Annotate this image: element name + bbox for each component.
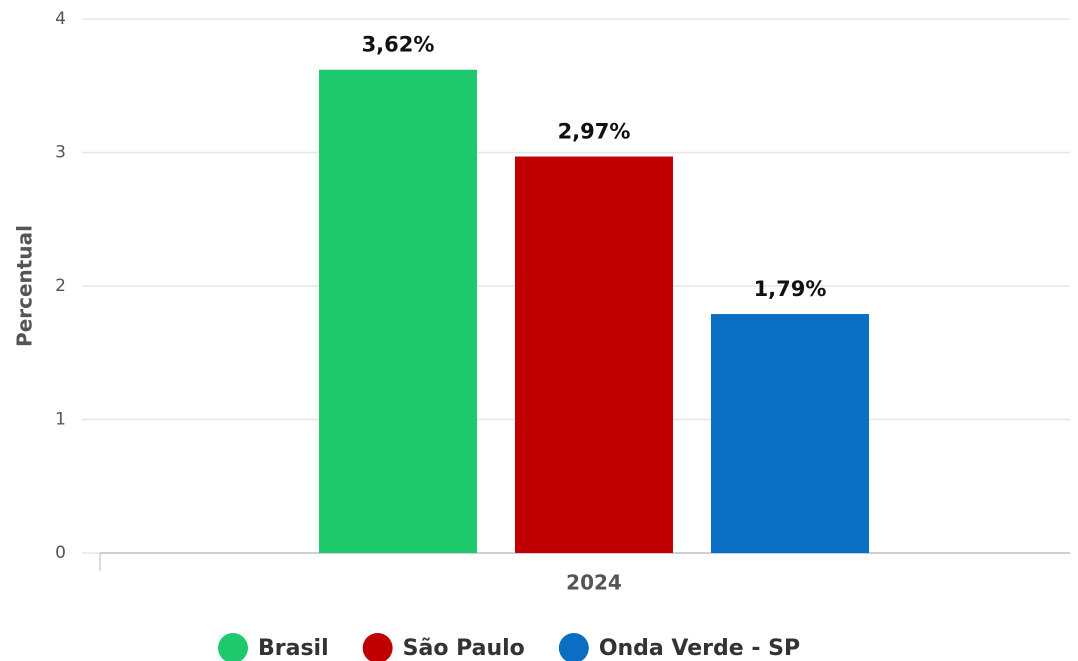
y-tick-label: 2 [55, 276, 66, 296]
legend-swatch [362, 633, 393, 661]
legend-swatch [558, 633, 589, 661]
y-tick-label: 0 [55, 543, 66, 563]
bar [515, 156, 673, 553]
data-label: 3,62% [362, 33, 435, 57]
legend-label: Brasil [258, 636, 329, 661]
data-label: 2,97% [558, 120, 631, 144]
y-tick-label: 3 [55, 143, 66, 163]
bar [711, 314, 869, 553]
y-tick-label: 4 [55, 9, 66, 29]
legend-swatch [218, 633, 248, 661]
bar [319, 69, 477, 553]
data-label: 1,79% [754, 277, 827, 301]
y-tick-label: 1 [55, 410, 66, 430]
legend-label: São Paulo [403, 636, 525, 661]
x-tick-label: 2024 [566, 571, 622, 595]
y-axis-title: Percentual [13, 225, 37, 347]
legend-label: Onda Verde - SP [599, 636, 800, 661]
